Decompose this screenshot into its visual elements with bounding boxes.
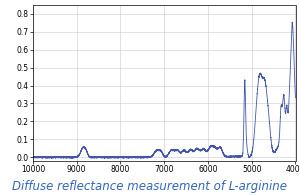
- Text: Diffuse reflectance measurement of L-arginine: Diffuse reflectance measurement of L-arg…: [13, 180, 287, 193]
